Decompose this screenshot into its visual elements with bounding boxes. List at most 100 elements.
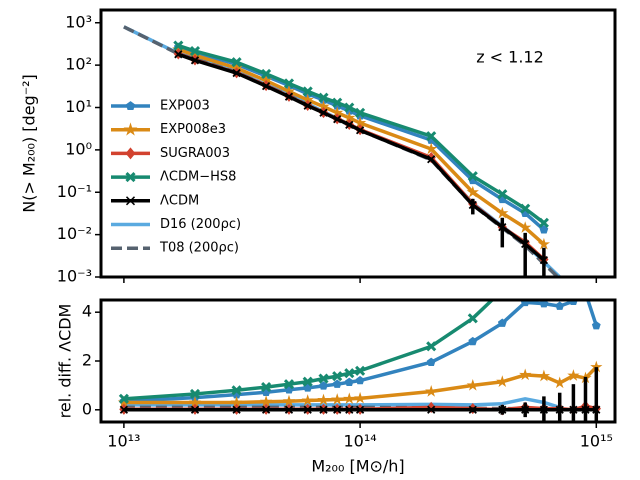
legend-marker: [125, 196, 136, 206]
marker: [259, 395, 273, 407]
marker: [468, 200, 477, 210]
legend: EXP003 EXP008e3 SUGRA003 ΛCDM−HS8 ΛCDM D16 (2…: [111, 99, 241, 256]
marker: [190, 405, 200, 414]
x-tick-label: 10¹⁵: [580, 432, 613, 451]
y-tick-label: 4: [82, 302, 92, 321]
marker: [498, 223, 507, 232]
marker: [231, 57, 242, 68]
marker: [468, 336, 478, 346]
marker: [539, 225, 549, 234]
legend-marker: [125, 101, 136, 110]
marker: [344, 102, 355, 113]
marker: [331, 393, 344, 405]
marker: [332, 97, 343, 108]
marker: [468, 405, 477, 414]
x-axis-label: M₂₀₀ [M⊙/h]: [311, 457, 404, 476]
y-tick-label: 10⁻¹: [57, 182, 92, 201]
marker: [592, 405, 601, 414]
legend-marker: [125, 147, 136, 160]
legend-label: EXP003: [160, 99, 210, 114]
y-tick-label: 0: [82, 399, 92, 418]
marker: [333, 405, 342, 414]
marker: [355, 405, 365, 414]
y-tick-label: 10⁻³: [57, 267, 92, 286]
y-axis-label: rel. diff. ΛCDM: [56, 304, 75, 419]
x-tick-label: 10¹⁴: [344, 432, 377, 451]
marker: [537, 237, 551, 250]
marker: [231, 385, 242, 396]
marker: [319, 381, 328, 390]
marker: [302, 86, 313, 97]
marker: [332, 379, 342, 388]
marker: [427, 155, 436, 164]
marker: [319, 108, 328, 117]
marker: [353, 391, 367, 404]
marker: [333, 115, 342, 124]
marker: [498, 286, 506, 294]
marker: [302, 376, 313, 387]
marker: [467, 171, 478, 182]
y-tick-label: 10³: [65, 12, 92, 31]
marker: [537, 369, 551, 382]
marker: [497, 318, 507, 327]
legend-label: SUGRA003: [160, 146, 230, 161]
axes-frame: [99, 298, 617, 424]
y-axis-label: N(> M₂₀₀) [deg⁻²]: [20, 74, 39, 213]
marker: [539, 256, 549, 265]
axes-frame: [99, 8, 617, 279]
marker: [355, 375, 365, 385]
marker: [344, 377, 354, 386]
marker: [318, 373, 329, 384]
series-line: [123, 300, 495, 401]
marker: [519, 221, 532, 233]
decorations: 10⁻³ 10⁻² 10⁻¹ 10⁰ 10¹ 10² 10³ N(> M₂₀₀) [deg⁻²…: [20, 8, 617, 476]
marker: [539, 405, 549, 414]
marker: [498, 405, 507, 414]
marker: [355, 107, 366, 118]
marker: [467, 313, 478, 324]
legend-marker: [125, 172, 136, 183]
marker: [261, 405, 271, 414]
y-tick-label: 2: [82, 351, 92, 370]
series-line: [123, 397, 561, 410]
marker: [538, 217, 549, 228]
marker: [425, 385, 438, 397]
legend-label: T08 (200ρc): [159, 241, 239, 256]
marker: [521, 239, 530, 249]
marker: [582, 289, 590, 296]
marker: [283, 379, 295, 390]
marker: [497, 189, 508, 200]
marker: [553, 376, 566, 389]
marker: [521, 405, 530, 414]
marker: [232, 405, 241, 414]
series-line: [123, 300, 598, 404]
y-tick-label: 10¹: [65, 97, 92, 116]
marker: [555, 405, 564, 414]
marker: [189, 388, 201, 400]
marker: [303, 101, 312, 110]
marker: [174, 50, 183, 59]
marker: [173, 40, 184, 51]
marker: [189, 45, 201, 57]
marker: [426, 131, 437, 142]
marker: [581, 405, 590, 414]
marker: [317, 393, 330, 406]
marker: [426, 341, 437, 352]
marker: [539, 300, 549, 308]
marker: [261, 382, 272, 393]
marker: [261, 68, 272, 79]
marker: [284, 405, 294, 414]
annotation: z < 1.12: [476, 48, 544, 67]
marker: [345, 120, 354, 129]
marker: [319, 405, 328, 414]
marker: [303, 405, 312, 414]
y-tick-label: 10²: [65, 55, 92, 74]
marker: [332, 371, 343, 382]
marker: [496, 206, 509, 219]
marker: [466, 185, 479, 198]
marker: [591, 321, 601, 330]
marker: [425, 142, 438, 155]
marker: [427, 405, 436, 414]
marker: [466, 378, 479, 391]
